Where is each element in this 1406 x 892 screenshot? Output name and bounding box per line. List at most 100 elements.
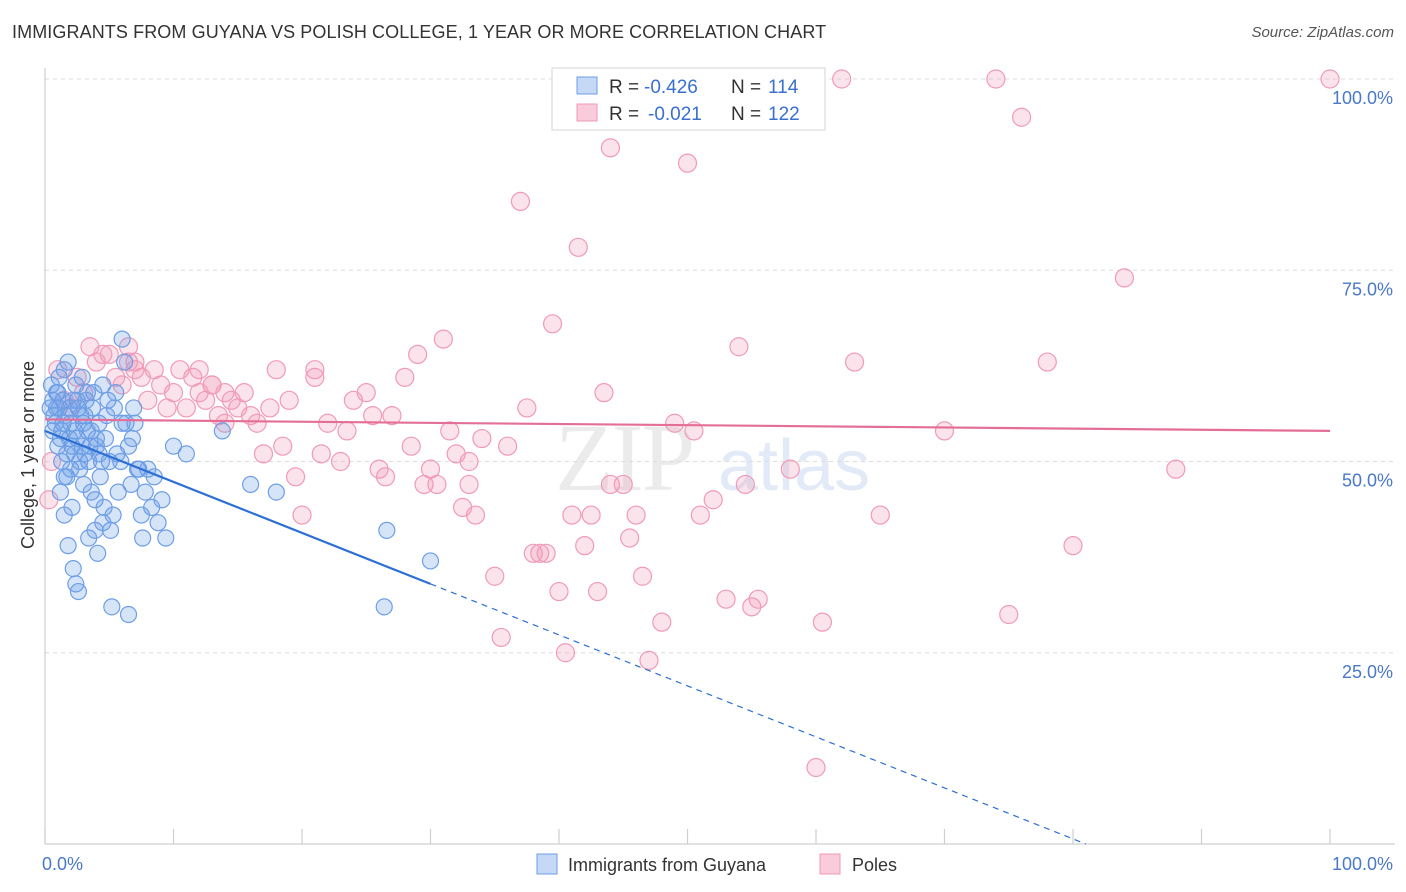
legend-swatch-guyana [536,853,558,875]
guyana-point-53 [125,399,143,417]
poles-point-88 [652,612,672,632]
guyana-point-79 [74,475,93,494]
guyana-point-64 [157,529,175,547]
guyana-point-47 [109,483,127,501]
poles-point-86 [632,566,653,586]
stats-legend: R = -0.426 N = 114 R = -0.021 N = 122 [551,67,826,131]
guyana-point-89 [65,445,84,463]
poles-point-59 [440,421,460,441]
chart-source: Source: ZipAtlas.com [1251,24,1394,41]
guyana-point-111 [96,429,114,448]
poles-point-78 [575,536,595,556]
trend-lines [44,418,1331,845]
poles-point-98 [748,589,768,609]
poles-point-65 [485,566,505,586]
poles-point-77 [568,237,588,257]
guyana-point-97 [113,330,131,348]
poles-point-69 [517,398,537,418]
poles-point-106 [986,69,1006,89]
guyana-point-90 [71,460,89,478]
poles-point-111 [1114,268,1135,288]
x-tick-label-end: 100.0% [1332,854,1393,874]
stats-r-label-poles: R = [609,104,639,125]
poles-point-40 [292,505,312,525]
poles-point-81 [594,383,614,403]
guyana-point-40 [94,376,112,394]
poles-point-68 [510,191,531,211]
poles-point-48 [363,406,383,426]
poles-point-1 [41,451,62,472]
guyana-point-98 [117,414,135,432]
legend-swatch-poles [819,853,841,875]
poles-point-57 [427,474,447,495]
guyana-point-76 [64,559,82,578]
guyana-point-65 [164,437,183,455]
chart-title: IMMIGRANTS FROM GUYANA VS POLISH COLLEGE… [12,22,827,42]
guyana-point-58 [136,483,154,501]
poles-point-113 [1320,69,1340,89]
poles-points [39,69,1340,778]
poles-point-115 [125,352,145,372]
poles-point-38 [279,390,299,410]
guyana-point-109 [83,399,102,417]
poles-point-76 [562,505,582,525]
poles-point-74 [549,581,569,602]
y-axis-title: College, 1 year or more [18,361,38,549]
guyana-point-68 [242,475,260,494]
poles-point-16 [138,390,158,410]
y-tick-label-25: 25.0% [1342,662,1393,682]
guyana-point-52 [122,475,140,494]
guyana-point-72 [421,552,440,570]
stats-r-value-guyana: -0.426 [644,77,698,98]
poles-point-34 [253,444,274,464]
y-tick-label-50: 50.0% [1342,471,1393,491]
guyana-point-57 [134,529,152,547]
stats-n-value-guyana: 114 [768,77,799,98]
poles-point-112 [1166,459,1186,479]
poles-point-101 [812,612,833,632]
guyana-trend-extension [430,583,1087,845]
poles-point-100 [806,757,826,778]
poles-point-31 [234,383,254,403]
guyana-point-84 [103,598,121,616]
stats-n-value-poles: 122 [768,104,800,125]
series-legend: Immigrants from Guyana Poles [536,853,897,875]
guyana-point-104 [58,468,76,486]
guyana-point-63 [153,491,171,509]
poles-point-96 [735,474,755,495]
poles-point-84 [620,528,640,548]
poles-point-73 [542,314,563,334]
poles-point-75 [555,643,576,663]
poles-point-118 [215,383,235,403]
poles-point-116 [189,360,209,380]
poles-point-89 [665,413,685,433]
poles-point-10 [99,344,119,364]
poles-point-120 [459,451,479,472]
poles-point-63 [465,505,486,525]
poles-point-66 [491,627,511,648]
poles-point-102 [832,69,852,89]
poles-point-13 [118,352,139,372]
guyana-point-39 [91,468,109,486]
guyana-point-75 [59,537,77,555]
poles-point-62 [459,474,479,495]
poles-point-9 [93,344,113,364]
stats-r-label-guyana: R = [609,77,639,98]
guyana-point-103 [53,452,71,471]
poles-point-39 [285,467,306,487]
poles-point-87 [639,650,659,671]
poles-point-49 [369,459,389,479]
guyana-point-69 [267,483,285,501]
guyana-point-78 [69,582,88,601]
poles-point-47 [356,383,376,403]
poles-point-36 [266,360,286,380]
legend-label-guyana: Immigrants from Guyana [568,855,767,875]
stats-n-label-poles: N = [731,104,761,125]
poles-point-103 [844,352,865,372]
poles-point-92 [690,505,710,525]
poles-point-64 [472,428,492,449]
gridlines [45,78,1395,654]
guyana-point-67 [213,422,231,440]
poles-point-44 [330,451,351,472]
guyana-point-96 [105,399,123,417]
